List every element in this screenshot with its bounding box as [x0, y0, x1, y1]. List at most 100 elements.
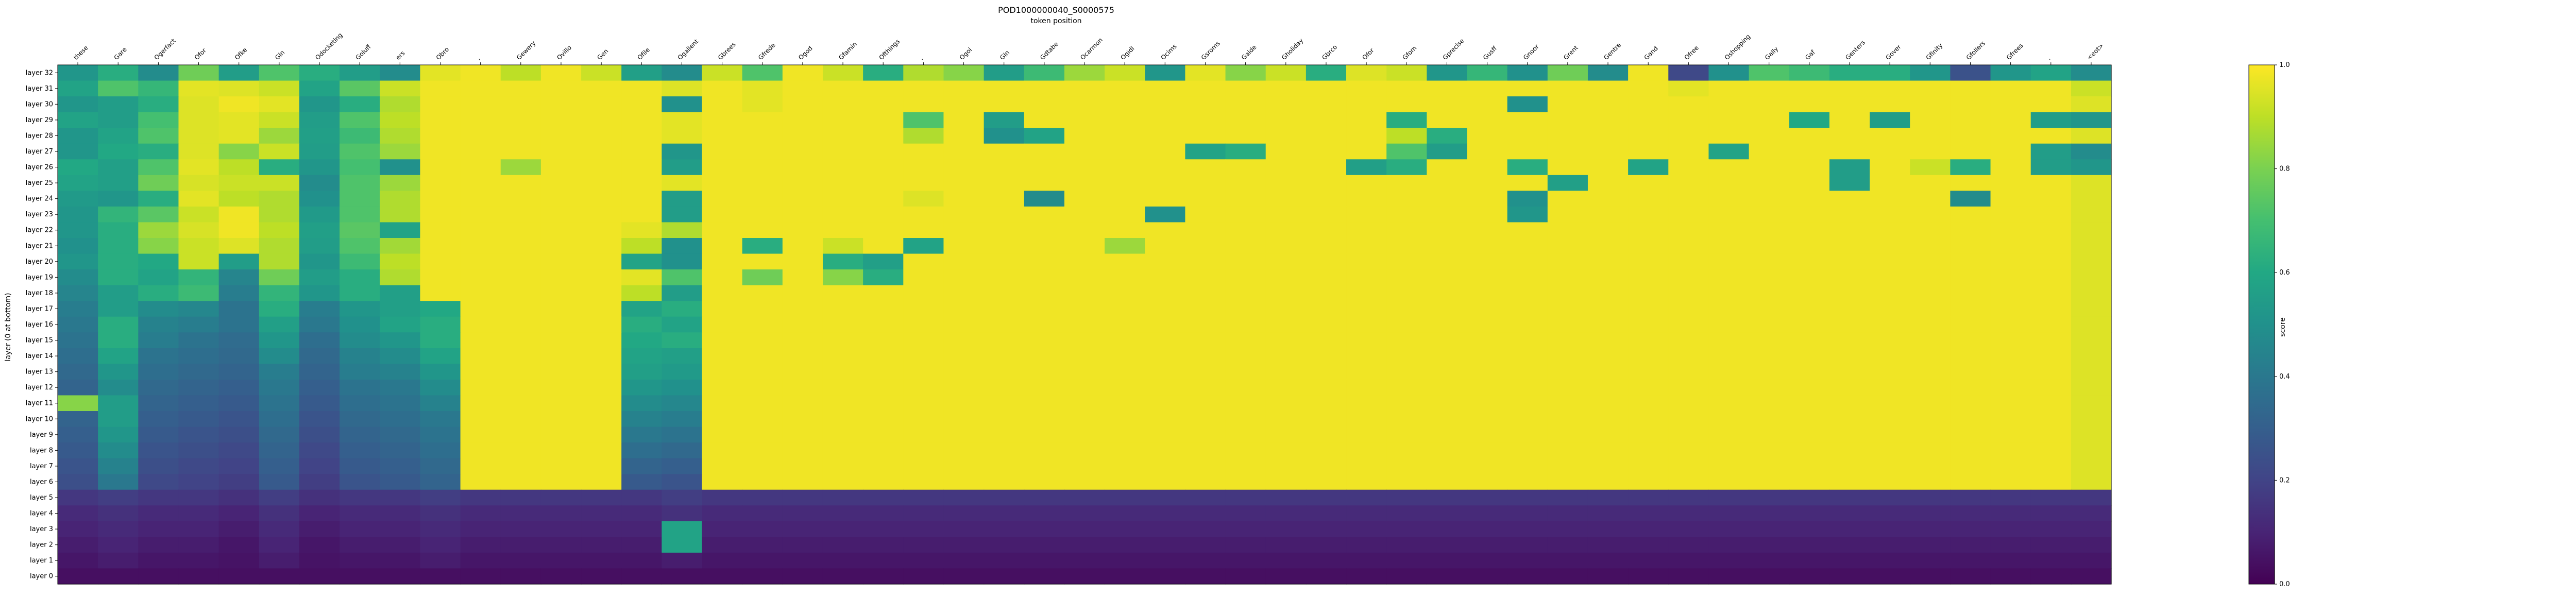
heatmap-cell — [1950, 159, 1991, 176]
heatmap-cell — [259, 521, 300, 537]
heatmap-cell — [1024, 427, 1065, 443]
heatmap-cell — [1749, 80, 1790, 97]
heatmap-cell — [1185, 364, 1226, 380]
x-tick-label: Oshopping — [1723, 33, 1752, 61]
heatmap-cell — [662, 395, 703, 412]
heatmap-cell — [1749, 505, 1790, 522]
heatmap-cell — [460, 348, 501, 364]
heatmap-cell — [380, 238, 421, 254]
heatmap-cell — [540, 348, 582, 364]
heatmap-cell — [299, 458, 340, 474]
heatmap-cell — [1829, 206, 1870, 223]
heatmap-cell — [1829, 442, 1870, 459]
heatmap-cell — [863, 411, 904, 428]
x-tick-label: Ogerfact — [153, 37, 177, 61]
heatmap-cell — [259, 143, 300, 160]
heatmap-cell — [2030, 301, 2072, 317]
heatmap-cell — [1910, 191, 1951, 207]
heatmap-cell — [943, 143, 985, 160]
heatmap-cell — [1587, 191, 1629, 207]
heatmap-cell — [1708, 458, 1750, 474]
heatmap-cell — [138, 96, 179, 113]
heatmap-cell — [1990, 175, 2031, 191]
heatmap-cell — [98, 285, 139, 301]
heatmap-cell — [1547, 537, 1588, 553]
heatmap-cell — [1306, 568, 1347, 585]
heatmap-cell — [1749, 143, 1790, 160]
heatmap-cell — [581, 458, 622, 474]
heatmap-cell — [1910, 128, 1951, 144]
heatmap-cell — [500, 112, 541, 128]
heatmap-cell — [1910, 175, 1951, 191]
heatmap-cell — [903, 175, 944, 191]
heatmap-cell — [822, 222, 863, 238]
heatmap-cell — [259, 301, 300, 317]
heatmap-cell — [1708, 112, 1750, 128]
heatmap-cell — [1024, 442, 1065, 459]
heatmap-cell — [1789, 222, 1830, 238]
heatmap-cell — [340, 253, 380, 270]
heatmap-cell — [1870, 474, 1910, 490]
heatmap-cell — [782, 442, 823, 459]
heatmap-cell — [1668, 222, 1709, 238]
heatmap-cell — [1789, 206, 1830, 223]
heatmap-cell — [58, 253, 98, 270]
heatmap-cell — [540, 552, 582, 569]
heatmap-cell — [702, 206, 743, 223]
heatmap-cell — [2071, 348, 2112, 364]
heatmap-cell — [1105, 348, 1145, 364]
heatmap-cell — [1265, 568, 1307, 585]
heatmap-cell — [1990, 411, 2031, 428]
heatmap-cell — [138, 411, 179, 428]
heatmap-cell — [1145, 80, 1185, 97]
heatmap-cell — [943, 222, 985, 238]
heatmap-cell — [662, 65, 703, 81]
heatmap-cell — [1064, 505, 1105, 522]
heatmap-cell — [500, 206, 541, 223]
heatmap-cell — [621, 253, 662, 270]
heatmap-cell — [1829, 316, 1870, 333]
heatmap-cell — [903, 442, 944, 459]
heatmap-cell — [1587, 505, 1629, 522]
heatmap-cell — [581, 222, 622, 238]
heatmap-cell — [380, 552, 421, 569]
heatmap-cell — [1467, 505, 1508, 522]
heatmap-cell — [540, 521, 582, 537]
heatmap-cell — [1507, 238, 1548, 254]
heatmap-cell — [1225, 379, 1266, 396]
heatmap-cell — [943, 301, 985, 317]
heatmap-cell — [178, 474, 219, 490]
heatmap-cell — [1346, 442, 1387, 459]
heatmap-cell — [2030, 285, 2072, 301]
heatmap-cell — [1990, 222, 2031, 238]
x-tick-label: Ofor — [1361, 47, 1375, 61]
heatmap-cell — [863, 206, 904, 223]
heatmap-cell — [178, 175, 219, 191]
heatmap-cell — [1628, 364, 1669, 380]
heatmap-cell — [1749, 458, 1790, 474]
heatmap-cell — [1587, 395, 1629, 412]
heatmap-cell — [943, 348, 985, 364]
heatmap-cell — [1225, 316, 1266, 333]
heatmap-cell — [662, 285, 703, 301]
heatmap-cell — [1628, 458, 1669, 474]
heatmap-cell — [1185, 285, 1226, 301]
heatmap-cell — [1910, 489, 1951, 506]
x-tick-label: Gfom — [1401, 44, 1418, 61]
heatmap-cell — [340, 364, 380, 380]
heatmap-cell — [218, 112, 260, 128]
heatmap-cell — [1346, 96, 1387, 113]
heatmap-cell — [380, 112, 421, 128]
heatmap-cell — [863, 222, 904, 238]
heatmap-cell — [782, 505, 823, 522]
heatmap-cell — [1467, 285, 1508, 301]
heatmap-cell — [299, 395, 340, 412]
heatmap-cell — [742, 285, 783, 301]
heatmap-cell — [742, 80, 783, 97]
heatmap-cell — [218, 175, 260, 191]
heatmap-cell — [903, 285, 944, 301]
heatmap-cell — [58, 238, 98, 254]
heatmap-cell — [420, 442, 461, 459]
x-tick-label: Ofke — [233, 46, 248, 61]
heatmap-cell — [782, 65, 823, 81]
